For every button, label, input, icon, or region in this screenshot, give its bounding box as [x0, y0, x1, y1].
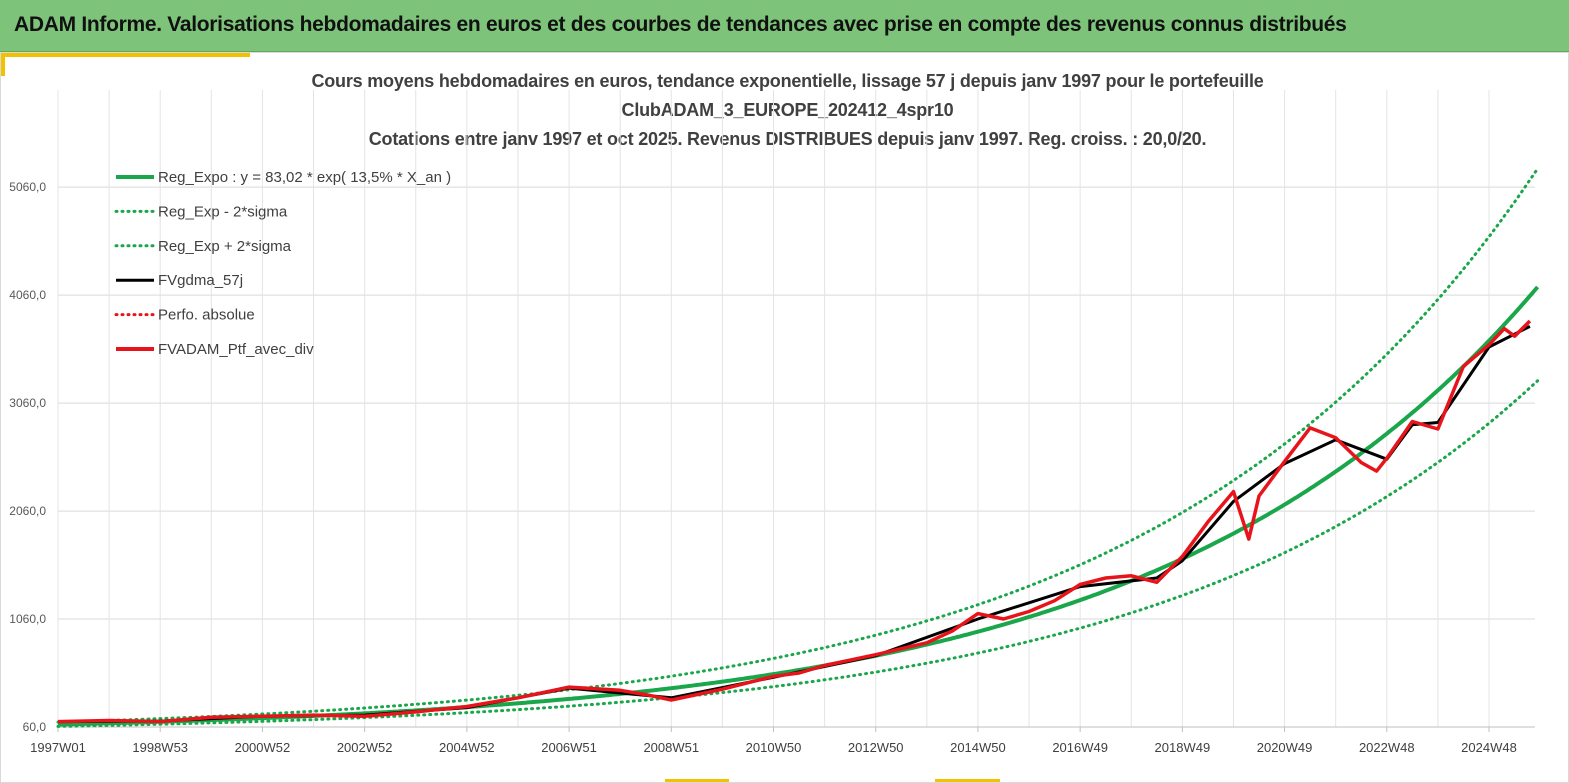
chart-title-line-3: Cotations entre janv 1997 et oct 2025. R…: [368, 129, 1207, 149]
chart-title-line-2: ClubADAM_3_EUROPE_202412_4spr10: [621, 100, 954, 120]
legend-label: FVgdma_57j: [158, 272, 243, 289]
reg-exp-minus-2sigma-line: [56, 379, 1540, 728]
accent-bar-bottom-1: [665, 779, 729, 783]
fvgdma-57j-line: [57, 325, 1531, 724]
x-tick-label: 2016W49: [1052, 740, 1108, 755]
x-tick-label: 2022W48: [1359, 740, 1415, 755]
x-tick-label: 2002W52: [337, 740, 393, 755]
x-tick-label: 2020W49: [1257, 740, 1313, 755]
legend-label: Perfo. absolue: [158, 307, 255, 324]
y-tick-label: 1060,0: [9, 612, 46, 626]
x-tick-label: 1997W01: [30, 740, 86, 755]
x-tick-label: 2018W49: [1155, 740, 1211, 755]
legend-label: Reg_Exp - 2*sigma: [158, 203, 288, 220]
y-tick-label: 3060,0: [9, 396, 46, 410]
accent-bar-left: [0, 52, 250, 57]
reg-exp-plus-2sigma-line: [56, 167, 1540, 724]
accent-bar-left-vertical: [0, 52, 5, 76]
x-tick-label: 2008W51: [643, 740, 699, 755]
page-title: ADAM Informe. Valorisations hebdomadaire…: [14, 13, 1347, 36]
legend-label: Reg_Exp + 2*sigma: [158, 238, 292, 255]
x-tick-label: 2000W52: [235, 740, 291, 755]
x-tick-label: 2012W50: [848, 740, 904, 755]
header-banner: ADAM Informe. Valorisations hebdomadaire…: [0, 0, 1569, 52]
chart-title-line-1: Cours moyens hebdomadaires en euros, ten…: [311, 71, 1264, 91]
y-tick-label: 2060,0: [9, 504, 46, 518]
legend-label: FVADAM_Ptf_avec_div: [158, 341, 314, 358]
x-tick-label: 1998W53: [132, 740, 188, 755]
x-tick-label: 2014W50: [950, 740, 1006, 755]
legend-label: Reg_Expo : y = 83,02 * exp( 13,5% * X_an…: [158, 169, 451, 186]
x-tick-label: 2004W52: [439, 740, 495, 755]
x-tick-label: 2006W51: [541, 740, 597, 755]
fvadam-ptf-avec-div-line: [57, 319, 1532, 724]
y-tick-label: 5060,0: [9, 180, 46, 194]
x-tick-label: 2010W50: [746, 740, 802, 755]
accent-bar-bottom-2: [935, 779, 1000, 783]
y-tick-label: 60,0: [23, 720, 47, 734]
y-tick-label: 4060,0: [9, 288, 46, 302]
x-tick-label: 2024W48: [1461, 740, 1517, 755]
